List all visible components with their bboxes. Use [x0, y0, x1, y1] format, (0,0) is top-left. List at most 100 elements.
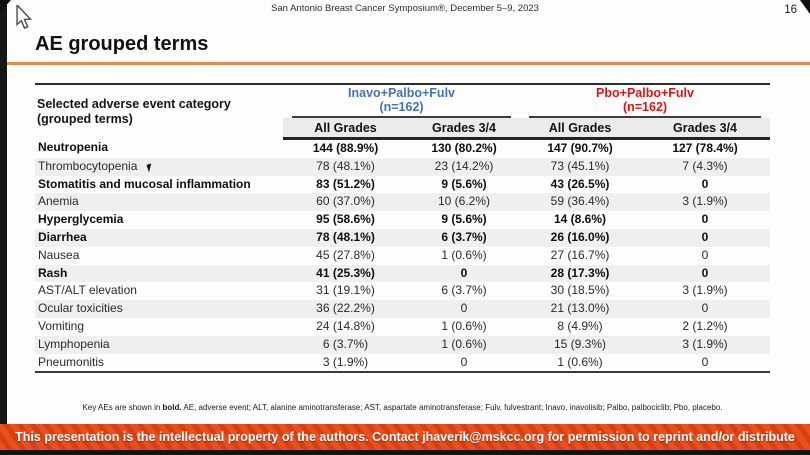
ae-value-cell: 14 (8.6%): [554, 212, 607, 227]
copyright-banner-text: This presentation is the intellectual pr…: [15, 430, 795, 444]
ae-value-cell: 36 (22.2%): [316, 301, 375, 316]
ae-value-cell: 23 (14.2%): [434, 158, 494, 173]
ae-table: Selected adverse event category (grouped…: [35, 83, 771, 374]
tiny-cursor-artifact: [146, 163, 155, 173]
ae-category-label: Lymphopenia: [38, 336, 110, 351]
ae-value-cell: 1 (0.6%): [441, 318, 487, 333]
ae-value-cell: 83 (51.2%): [316, 176, 375, 191]
table-row: Thrombocytopenia 78 (48.1%) 23 (14.2%) 73 (…: [35, 157, 771, 176]
ae-value-cell: 0: [701, 247, 709, 262]
ae-value-cell: 6 (3.7%): [441, 283, 487, 298]
bottom-edge-bar: [0, 450, 810, 455]
ae-value-cell: 78 (48.1%): [316, 229, 375, 244]
group-name: Pbo+Palbo+Fulv: [596, 86, 694, 100]
table-row: Diarrhea 78 (48.1%) 6 (3.7%) 26 (16.0%) 0: [35, 228, 771, 247]
ae-value-cell: 43 (26.5%): [550, 176, 610, 191]
table-body: Neutropenia 144 (88.9%) 130 (80.2%) 147 (90…: [35, 139, 771, 373]
footnote: Key AEs are shown in bold. AE, adverse e…: [30, 403, 775, 412]
ae-value-cell: 9 (5.6%): [441, 176, 487, 191]
copyright-banner: This presentation is the intellectual pr…: [0, 424, 810, 450]
ae-category-label: Diarrhea: [38, 229, 87, 244]
table-row: Ocular toxicities 36 (22.2%) 0 21 (13.0%) 0: [35, 300, 771, 318]
table-row: Vomiting 24 (14.8%) 1 (0.6%) 8 (4.9%) 2 (1.2…: [35, 318, 770, 336]
table-row: Anemia 60 (37.0%) 10 (6.2%) 59 (36.4%) 3 (1.…: [35, 193, 771, 212]
ae-value-cell: 147 (90.7%): [547, 141, 613, 155]
left-edge-bar: [0, 0, 7, 455]
table-row: Rash 41 (25.3%) 0 28 (17.3%) 0: [35, 264, 771, 283]
ae-category-label: Nausea: [38, 247, 80, 262]
ae-value-cell: 3 (1.9%): [682, 336, 728, 351]
footnote-prefix: Key AEs are shown in: [82, 403, 163, 412]
group-n: (n=162): [379, 100, 424, 114]
ae-category-label: Ocular toxicities: [38, 301, 123, 316]
ae-value-cell: 2 (1.2%): [682, 318, 728, 333]
ae-value-cell: 0: [460, 265, 468, 280]
table-row: Hyperglycemia 95 (58.6%) 9 (5.6%) 14 (8.6%)…: [35, 211, 770, 229]
ae-value-cell: 9 (5.6%): [441, 212, 487, 227]
ae-category-label: Pneumonitis: [38, 354, 105, 369]
table-row: Lymphopenia 6 (3.7%) 1 (0.6%) 15 (9.3%) 3 (1…: [35, 335, 771, 354]
ae-value-cell: 6 (3.7%): [441, 229, 487, 244]
ae-value-cell: 6 (3.7%): [322, 336, 369, 351]
ae-value-cell: 31 (19.1%): [316, 283, 375, 298]
ae-value-cell: 15 (9.3%): [554, 336, 607, 351]
ae-value-cell: 1 (0.6%): [441, 336, 487, 351]
row-header: Selected adverse event category (grouped…: [35, 84, 283, 139]
ae-value-cell: 127 (78.4%): [672, 141, 738, 155]
group-name: Inavo+Palbo+Fulv: [348, 86, 455, 100]
ae-value-cell: 0: [460, 354, 468, 369]
ae-value-cell: 0: [701, 354, 709, 369]
col-header-grades34-2: Grades 3/4: [640, 118, 771, 140]
slide-title: AE grouped terms: [35, 33, 209, 55]
ae-value-cell: 28 (17.3%): [550, 265, 610, 280]
ae-value-cell: 21 (13.0%): [550, 301, 610, 316]
ae-value-cell: 59 (36.4%): [550, 194, 610, 209]
table-row: Pneumonitis 3 (1.9%) 0 1 (0.6%) 0: [35, 354, 770, 373]
ae-category-label: Thrombocytopenia: [35, 158, 283, 176]
ae-value-cell: 24 (14.8%): [316, 318, 375, 333]
mouse-cursor-icon: [16, 5, 32, 29]
ae-value-cell: 41 (25.3%): [316, 265, 375, 280]
table-row: Neutropenia 144 (88.9%) 130 (80.2%) 147 (90…: [35, 139, 770, 158]
row-header-line1: Selected adverse event category: [37, 96, 231, 111]
ae-value-cell: 8 (4.9%): [557, 318, 603, 333]
row-header-line2: (grouped terms): [37, 111, 133, 126]
title-divider: [7, 62, 810, 65]
group-n: (n=162): [622, 100, 668, 114]
ae-value-cell: 1 (0.6%): [557, 354, 603, 369]
ae-category-label: Neutropenia: [38, 140, 109, 155]
col-header-grades34-1: Grades 3/4: [408, 118, 521, 140]
ae-value-cell: 3 (1.9%): [682, 283, 728, 298]
slide-number: 16: [784, 4, 797, 16]
ae-value-cell: 30 (18.5%): [550, 283, 610, 298]
ae-value-cell: 26 (16.0%): [550, 229, 610, 244]
ae-value-cell: 0: [460, 301, 468, 316]
ae-category-label: Anemia: [38, 194, 79, 209]
footnote-bold-word: bold.: [162, 403, 182, 412]
ae-value-cell: 1 (0.6%): [441, 247, 487, 262]
ae-category-label: Hyperglycemia: [38, 212, 124, 227]
ae-value-cell: 3 (1.9%): [322, 354, 369, 369]
ae-value-cell: 73 (45.1%): [550, 158, 610, 173]
ae-category-label: AST/ALT elevation: [38, 283, 137, 298]
ae-category-label: Rash: [38, 265, 68, 280]
ae-value-cell: 95 (58.6%): [316, 212, 375, 227]
ae-value-cell: 45 (27.8%): [316, 247, 375, 262]
table-row: Nausea 45 (27.8%) 1 (0.6%) 27 (16.7%) 0: [35, 247, 770, 265]
ae-value-cell: 3 (1.9%): [682, 194, 728, 209]
top-left-corner-fold: [0, 0, 11, 12]
ae-value-cell: 0: [701, 212, 709, 227]
ae-value-cell: 0: [701, 265, 709, 280]
table-row: Stomatitis and mucosal inflammation 83 (5…: [35, 176, 770, 194]
ae-value-cell: 0: [701, 176, 709, 191]
ae-value-cell: 60 (37.0%): [316, 194, 375, 209]
group-header-pbo: Pbo+Palbo+Fulv (n=162): [520, 84, 770, 118]
ae-category-label: Stomatitis and mucosal inflammation: [38, 176, 251, 191]
col-header-all-grades-1: All Grades: [283, 118, 408, 140]
ae-value-cell: 0: [701, 229, 709, 244]
ae-value-cell: 0: [701, 301, 709, 316]
top-right-corner-fold: [800, 0, 810, 14]
ae-value-cell: 130 (80.2%): [431, 141, 497, 155]
table-row: AST/ALT elevation 31 (19.1%) 6 (3.7%) 30 (1…: [35, 282, 770, 300]
